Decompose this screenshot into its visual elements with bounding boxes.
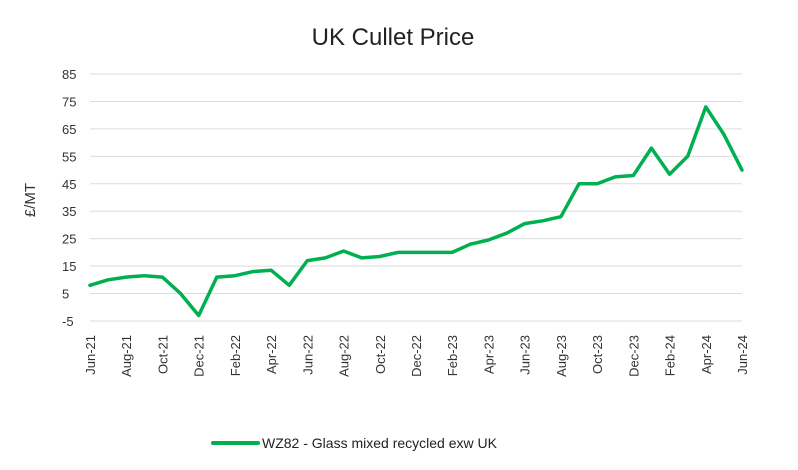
x-tick-label: Feb-23 [445,335,460,376]
y-axis-ticks: -5 5 15 25 35 45 55 65 75 85 [62,67,76,329]
y-tick-label: 85 [62,67,76,82]
gridlines [90,73,742,322]
series-layer [88,105,744,318]
x-tick-label: Apr-23 [481,335,496,374]
y-tick-label: 25 [62,232,76,247]
x-tick-label: Apr-24 [699,335,714,374]
x-axis-ticks: Jun-21 Aug-21 Oct-21 Dec-21 Feb-22 Apr-22 Jun-… [83,335,750,377]
y-tick-label: 5 [62,287,69,302]
x-tick-label: Oct-22 [373,335,388,374]
y-tick-label: 65 [62,122,76,137]
x-tick-label: Apr-22 [264,335,279,374]
x-tick-label: Aug-22 [337,335,352,377]
x-tick-label: Dec-23 [626,335,641,377]
x-tick-label: Jun-23 [518,335,533,375]
y-tick-label: 15 [62,259,76,274]
x-tick-label: Dec-22 [409,335,424,377]
legend-label: WZ82 - Glass mixed recycled exw UK [262,435,498,451]
y-tick-label: -5 [62,314,74,329]
x-tick-label: Feb-22 [228,335,243,376]
x-tick-label: Aug-21 [119,335,134,377]
x-tick-label: Oct-23 [590,335,605,374]
y-tick-label: 55 [62,149,76,164]
y-tick-label: 75 [62,94,76,109]
x-tick-label: Jun-22 [300,335,315,375]
x-tick-label: Aug-23 [554,335,569,377]
x-tick-label: Dec-21 [192,335,207,377]
legend: WZ82 - Glass mixed recycled exw UK [211,435,498,451]
x-tick-label: Jun-24 [735,335,750,375]
x-tick-label: Feb-24 [663,335,678,376]
y-tick-label: 35 [62,204,76,219]
x-tick-label: Jun-21 [83,335,98,375]
chart-title: UK Cullet Price [312,24,475,51]
y-axis-label: £/MT [22,183,39,217]
x-tick-label: Oct-21 [155,335,170,374]
y-tick-label: 45 [62,177,76,192]
